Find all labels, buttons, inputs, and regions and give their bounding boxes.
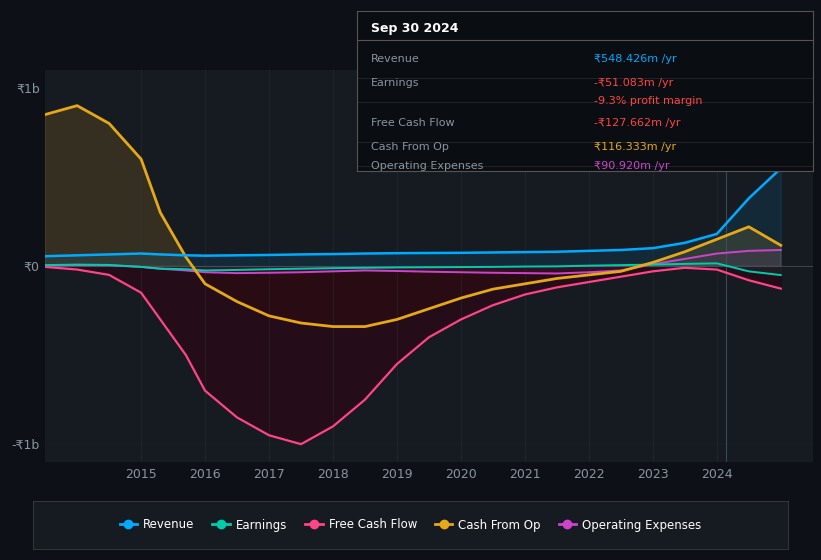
Text: ₹548.426m /yr: ₹548.426m /yr xyxy=(594,54,677,64)
Text: Operating Expenses: Operating Expenses xyxy=(371,161,484,171)
Text: Cash From Op: Cash From Op xyxy=(371,142,449,152)
Text: Revenue: Revenue xyxy=(371,54,420,64)
Text: ₹90.920m /yr: ₹90.920m /yr xyxy=(594,161,670,171)
Text: -9.3% profit margin: -9.3% profit margin xyxy=(594,96,703,106)
Text: -₹127.662m /yr: -₹127.662m /yr xyxy=(594,118,681,128)
Text: -₹51.083m /yr: -₹51.083m /yr xyxy=(594,78,673,88)
Text: Earnings: Earnings xyxy=(371,78,420,88)
Text: Free Cash Flow: Free Cash Flow xyxy=(371,118,455,128)
Text: Sep 30 2024: Sep 30 2024 xyxy=(371,22,458,35)
Legend: Revenue, Earnings, Free Cash Flow, Cash From Op, Operating Expenses: Revenue, Earnings, Free Cash Flow, Cash … xyxy=(115,514,706,536)
Text: ₹116.333m /yr: ₹116.333m /yr xyxy=(594,142,677,152)
